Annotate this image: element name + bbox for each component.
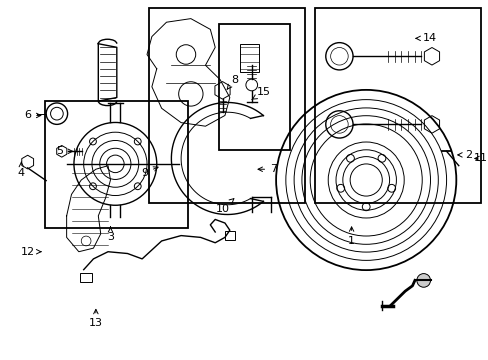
Text: 1: 1 (347, 227, 354, 246)
Text: 9: 9 (141, 167, 158, 178)
Text: 13: 13 (89, 309, 102, 328)
Bar (44, 101, 188, 228)
Bar (149, 8, 305, 203)
Text: 10: 10 (215, 199, 233, 214)
Bar (314, 8, 480, 203)
Text: 12: 12 (20, 247, 41, 257)
Bar (80, 273, 92, 282)
Text: 5: 5 (56, 146, 72, 156)
Bar (219, 24, 289, 149)
Text: 6: 6 (24, 111, 41, 121)
Text: 15: 15 (251, 87, 270, 100)
Bar (239, 44, 259, 72)
Circle shape (416, 274, 429, 287)
Text: 8: 8 (226, 75, 238, 90)
Text: 11: 11 (473, 153, 487, 163)
Text: 2: 2 (457, 150, 471, 160)
Text: 14: 14 (415, 33, 436, 43)
Text: 7: 7 (258, 164, 277, 174)
Bar (224, 231, 234, 240)
Text: 4: 4 (18, 162, 25, 178)
Text: 3: 3 (107, 227, 114, 242)
